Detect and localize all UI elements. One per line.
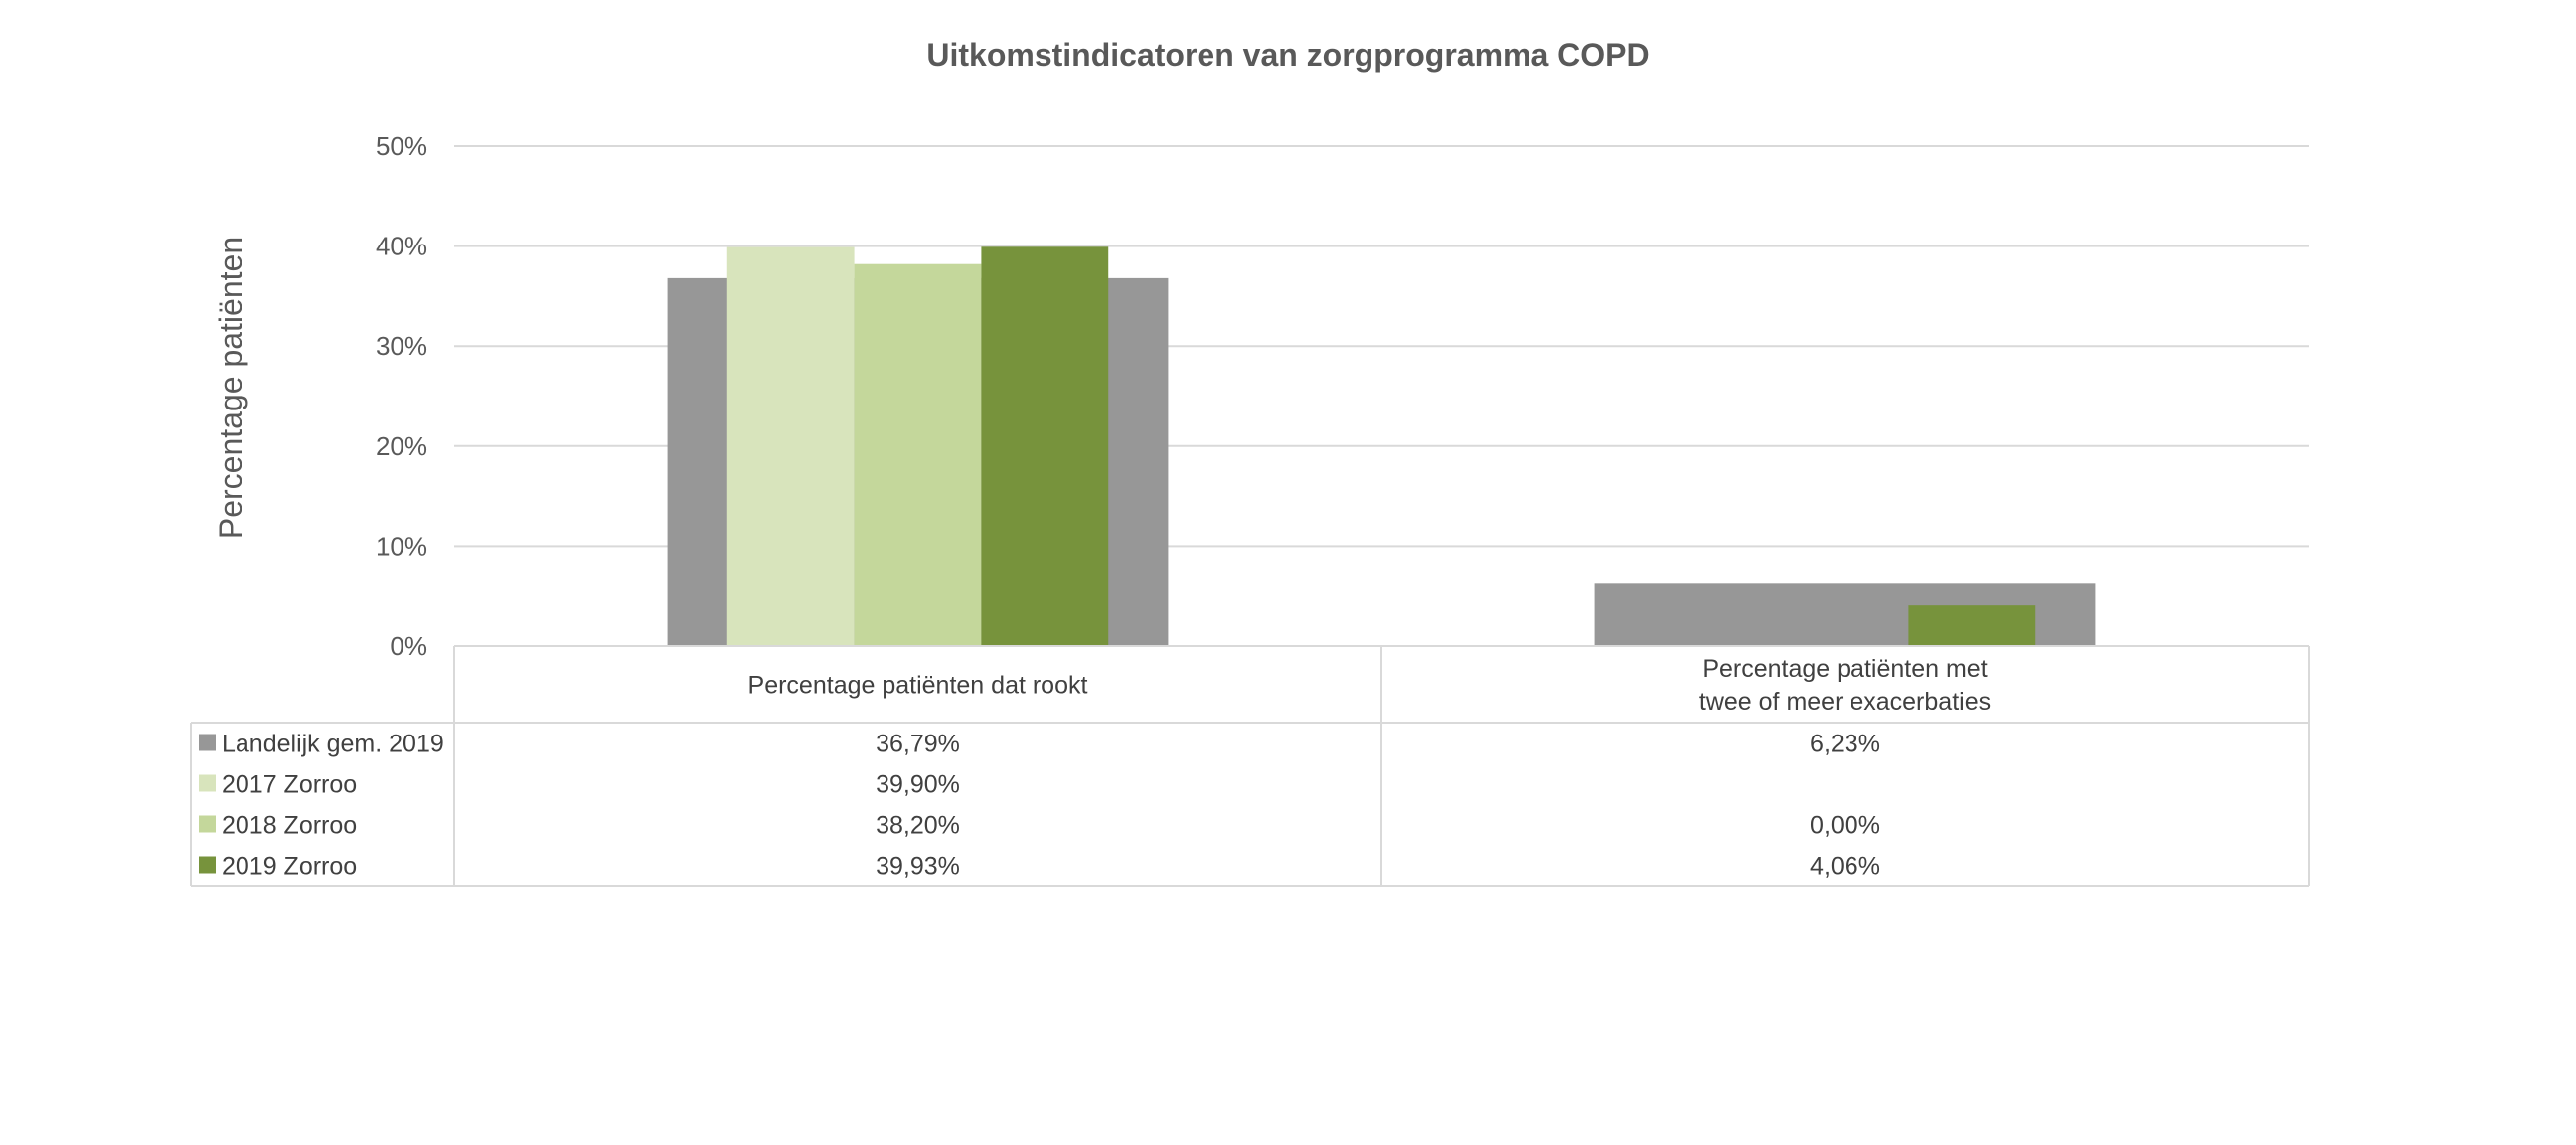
legend-swatch [199, 734, 216, 751]
data-label: 38,20% [876, 812, 960, 840]
y-tick-label: 40% [376, 232, 427, 261]
data-label: 39,90% [876, 771, 960, 799]
y-tick-label: 50% [376, 131, 427, 161]
chart-title: Uitkomstindicatoren van zorgprogramma CO… [926, 37, 1649, 73]
y-tick-label: 30% [376, 331, 427, 361]
y-axis-label: Percentage patiënten [213, 237, 248, 539]
legend-swatch [199, 815, 216, 833]
legend-label: Landelijk gem. 2019 [222, 731, 444, 758]
category-label: twee of meer exacerbaties [1699, 688, 1991, 716]
legend-label: 2018 Zorroo [222, 812, 357, 840]
data-label: 4,06% [1810, 853, 1880, 881]
y-tick-labels: 0% 10% 20% 30% 40% 50% [376, 131, 427, 661]
bar [854, 263, 982, 646]
data-label: 0,00% [1810, 812, 1880, 840]
data-label: 36,79% [876, 731, 960, 758]
legend-label: 2017 Zorroo [222, 771, 357, 799]
bar [981, 246, 1109, 646]
data-table: Percentage patiënten dat rookt Percentage… [190, 645, 2310, 887]
legend-swatch [199, 856, 216, 874]
category-label: Percentage patiënten met [1702, 655, 1987, 683]
category-label: Percentage patiënten dat rookt [748, 672, 1088, 700]
bar [726, 246, 855, 646]
bars [667, 246, 2096, 646]
y-tick-label: 0% [390, 631, 427, 661]
data-label: 6,23% [1810, 731, 1880, 758]
data-label: 39,93% [876, 853, 960, 881]
y-tick-label: 20% [376, 431, 427, 461]
legend-label: 2019 Zorroo [222, 853, 357, 881]
bar [1908, 605, 2036, 646]
y-tick-label: 10% [376, 531, 427, 561]
legend-swatch [199, 774, 216, 792]
